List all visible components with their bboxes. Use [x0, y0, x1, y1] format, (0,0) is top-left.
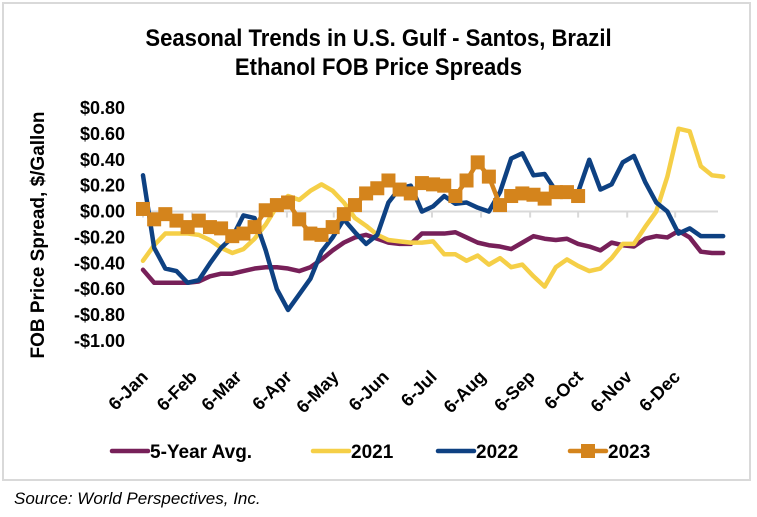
- y-tick-label: $0.00: [80, 202, 125, 222]
- data-point-marker: [448, 189, 463, 204]
- data-point-marker: [303, 226, 318, 241]
- data-point-marker: [214, 221, 229, 236]
- legend-item: 2023: [567, 442, 650, 463]
- data-point-marker: [504, 189, 519, 204]
- y-tick-label: -$0.20: [74, 227, 125, 247]
- data-point-marker: [136, 201, 150, 216]
- series-2021: [140, 126, 726, 289]
- x-tick-label: 6-Feb: [153, 367, 201, 415]
- data-point-marker: [403, 186, 418, 201]
- series-layer: [136, 126, 726, 313]
- x-tick-label: 6-Nov: [587, 367, 637, 417]
- y-tick-labels: $0.80 $0.60 $0.40 $0.20 $0.00 -$0.20 -$0.40 -$0…: [74, 98, 125, 351]
- x-tick-label: 6-Jan: [104, 367, 151, 414]
- series-line: [140, 126, 726, 289]
- legend-label: 2022: [476, 442, 518, 463]
- series-2023: [136, 155, 586, 244]
- data-point-marker: [336, 207, 351, 222]
- legend-marker: [581, 444, 595, 458]
- data-point-marker: [459, 173, 474, 188]
- y-tick-label: $0.40: [80, 150, 125, 170]
- data-point-marker: [325, 220, 340, 235]
- x-tick-label: 6-Dec: [635, 367, 684, 416]
- data-point-marker: [548, 185, 563, 200]
- data-point-marker: [515, 186, 530, 201]
- y-tick-label: $0.20: [80, 176, 125, 196]
- legend-item: 2022: [435, 442, 518, 463]
- data-point-marker: [202, 220, 217, 235]
- data-point-marker: [258, 203, 273, 218]
- x-tick-label: 6-Jun: [345, 367, 393, 415]
- data-point-marker: [437, 178, 452, 193]
- series-2022: [140, 151, 726, 313]
- legend-label: 5-Year Avg.: [150, 442, 252, 463]
- x-tick-label: 6-Jul: [397, 367, 441, 411]
- data-point-marker: [169, 213, 184, 228]
- data-point-marker: [247, 220, 262, 235]
- data-point-marker: [147, 212, 162, 227]
- data-point-marker: [493, 198, 508, 213]
- y-tick-label: $0.80: [80, 98, 125, 118]
- data-point-marker: [225, 229, 240, 244]
- legend-label: 2021: [351, 442, 394, 463]
- chart-title-line-1: Seasonal Trends in U.S. Gulf - Santos, B…: [145, 25, 612, 52]
- data-point-marker: [526, 187, 541, 202]
- data-point-marker: [359, 186, 374, 201]
- x-tick-label: 6-Sep: [490, 367, 539, 416]
- data-point-marker: [191, 213, 206, 228]
- x-tick-label: 6-Mar: [197, 367, 245, 415]
- data-point-marker: [236, 226, 251, 241]
- data-point-marker: [292, 212, 307, 227]
- data-point-marker: [426, 177, 441, 192]
- legend: 5-Year Avg. 2021 2022 2023: [109, 442, 650, 463]
- data-point-marker: [158, 207, 173, 222]
- x-tick-label: 6-Oct: [540, 367, 587, 414]
- data-point-marker: [314, 227, 329, 242]
- data-point-marker: [559, 185, 574, 200]
- x-tick-label: 6-Aug: [440, 367, 490, 417]
- y-tick-label: -$0.40: [74, 253, 125, 273]
- data-point-marker: [370, 181, 385, 196]
- data-point-marker: [414, 176, 429, 191]
- data-point-marker: [470, 155, 485, 170]
- x-tick-label: 6-Apr: [248, 367, 295, 414]
- data-point-marker: [180, 220, 195, 235]
- data-point-marker: [571, 189, 586, 204]
- chart-title-line-2: Ethanol FOB Price Spreads: [234, 54, 523, 81]
- data-point-marker: [392, 182, 407, 197]
- legend-item: 5-Year Avg.: [109, 442, 252, 463]
- data-point-marker: [347, 198, 362, 213]
- y-tick-label: $0.60: [80, 124, 125, 144]
- legend-label: 2023: [608, 442, 650, 463]
- axis-layer: [142, 210, 718, 218]
- source-note: Source: World Perspectives, Inc.: [14, 489, 261, 508]
- y-tick-label: -$0.60: [74, 279, 125, 299]
- chart-title: Seasonal Trends in U.S. Gulf - Santos, B…: [30, 24, 726, 82]
- data-point-marker: [381, 173, 396, 188]
- x-tick-label: 6-May: [292, 367, 342, 417]
- data-point-marker: [281, 195, 296, 210]
- chart-frame: [2, 2, 751, 481]
- data-point-marker: [481, 169, 496, 184]
- y-tick-label: -$1.00: [74, 331, 125, 351]
- legend-item: 2021: [310, 442, 394, 463]
- data-point-marker: [269, 198, 284, 213]
- y-tick-label: -$0.80: [74, 305, 125, 325]
- series-line: [140, 151, 726, 313]
- data-point-marker: [537, 191, 552, 206]
